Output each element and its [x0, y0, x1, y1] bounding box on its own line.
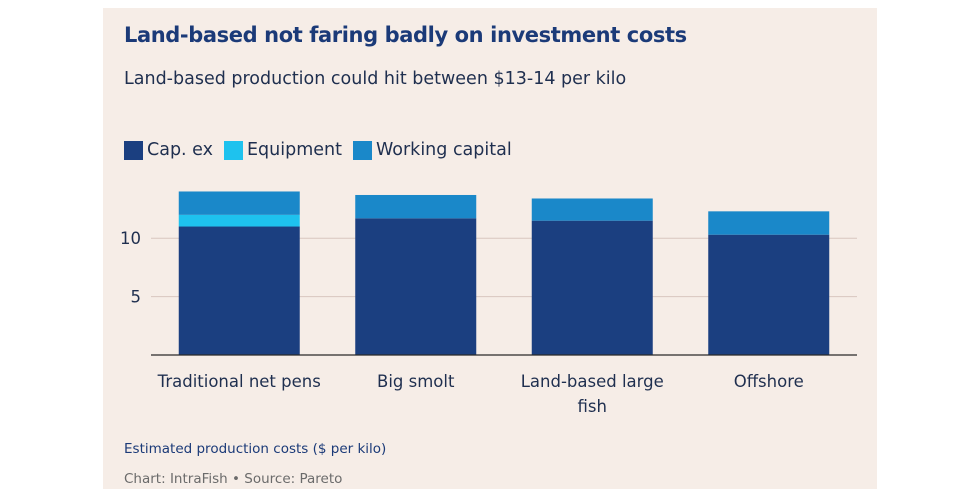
bar-1-series-3 — [178, 191, 300, 215]
x-tick-label-4: Offshore — [734, 372, 804, 391]
y-tick-label-5: 5 — [131, 288, 142, 307]
legend-label-capex: Cap. ex — [147, 140, 213, 160]
legend-item-equipment: Equipment — [224, 140, 342, 160]
chart-title: Land-based not faring badly on investmen… — [124, 23, 687, 47]
bar-1-series-2 — [178, 214, 300, 227]
x-tick-label-2: Big smolt — [377, 372, 455, 391]
chart-credit: Chart: IntraFish • Source: Pareto — [124, 471, 343, 487]
x-tick-label-3-line-2: fish — [578, 397, 607, 416]
bar-4-series-1 — [708, 234, 830, 355]
legend-item-working-capital: Working capital — [353, 140, 512, 160]
bar-3-series-3 — [531, 198, 653, 221]
chart-panel: Land-based not faring badly on investmen… — [103, 8, 877, 489]
bar-4-series-3 — [708, 211, 830, 235]
chart-subtitle: Land-based production could hit between … — [124, 69, 627, 89]
legend-label-equipment: Equipment — [247, 140, 342, 160]
chart-footnote: Estimated production costs ($ per kilo) — [124, 441, 387, 457]
legend-label-working-capital: Working capital — [376, 140, 512, 160]
bar-2-series-3 — [355, 194, 477, 219]
x-tick-label-3: Land-based large — [521, 372, 664, 391]
bar-3-series-1 — [531, 220, 653, 355]
legend-swatch-capex — [124, 140, 143, 160]
legend-swatch-equipment — [224, 140, 243, 160]
bar-1-series-1 — [178, 226, 300, 355]
y-tick-label-10: 10 — [120, 229, 141, 248]
legend: Cap. ex Equipment Working capital — [124, 140, 523, 160]
legend-item-capex: Cap. ex — [124, 140, 213, 160]
plot-area: 5 10 Traditional net pens Big smolt Land-bas… — [120, 191, 857, 416]
x-tick-label-1: Traditional net pens — [157, 372, 321, 391]
legend-swatch-working-capital — [353, 140, 372, 160]
bar-2-series-1 — [355, 218, 477, 355]
